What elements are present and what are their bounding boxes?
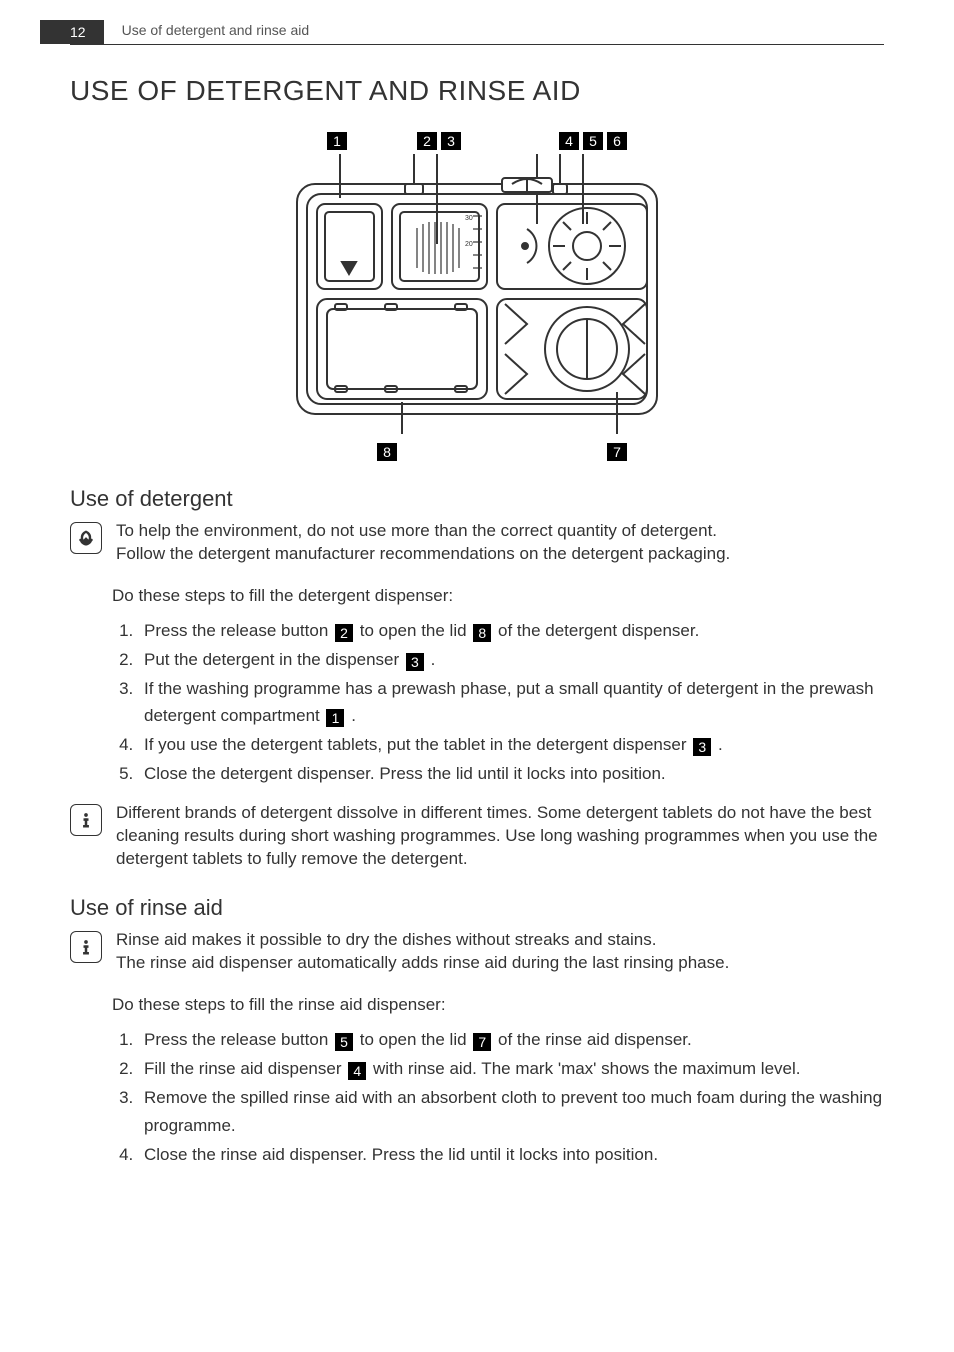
ref-7: 7 xyxy=(473,1033,491,1051)
detergent-info-text: Different brands of detergent dissolve i… xyxy=(116,802,884,871)
ref-2: 2 xyxy=(335,624,353,642)
step-text: . xyxy=(351,706,356,725)
page-number: 12 xyxy=(70,24,86,40)
eco-note-line1: To help the environment, do not use more… xyxy=(116,521,717,540)
callout-1: 1 xyxy=(327,132,347,150)
svg-text:20: 20 xyxy=(465,241,473,248)
rinse-info-note: Rinse aid makes it possible to dry the d… xyxy=(70,929,884,975)
rinse-step-2: Fill the rinse aid dispenser 4 with rins… xyxy=(138,1055,884,1082)
rinse-heading: Use of rinse aid xyxy=(70,895,884,921)
detergent-info-note: Different brands of detergent dissolve i… xyxy=(70,802,884,871)
step-text: . xyxy=(718,735,723,754)
detergent-step-1: Press the release button 2 to open the l… xyxy=(138,617,884,644)
step-text: . xyxy=(431,650,436,669)
ref-1: 1 xyxy=(326,709,344,727)
step-text: Put the detergent in the dispenser xyxy=(144,650,404,669)
page-number-tab: 12 xyxy=(40,20,104,44)
callout-5: 5 xyxy=(583,132,603,150)
diagram-callouts-top: 1 2 3 4 5 6 xyxy=(287,132,667,150)
callout-2: 2 xyxy=(417,132,437,150)
dispenser-svg: 30 20 xyxy=(287,154,667,434)
detergent-step-5: Close the detergent dispenser. Press the… xyxy=(138,760,884,787)
detergent-intro: Do these steps to fill the detergent dis… xyxy=(112,584,884,609)
ref-5: 5 xyxy=(335,1033,353,1051)
eco-note-line2: Follow the detergent manufacturer recomm… xyxy=(116,544,730,563)
callout-6: 6 xyxy=(607,132,627,150)
callout-3: 3 xyxy=(441,132,461,150)
ref-8: 8 xyxy=(473,624,491,642)
eco-note: To help the environment, do not use more… xyxy=(70,520,884,566)
step-text: Press the release button xyxy=(144,621,333,640)
page-header-title: Use of detergent and rinse aid xyxy=(104,22,310,42)
rinse-info-line2: The rinse aid dispenser automatically ad… xyxy=(116,953,729,972)
page-header: 12 Use of detergent and rinse aid xyxy=(70,20,884,45)
info-icon xyxy=(70,931,102,963)
detergent-step-2: Put the detergent in the dispenser 3 . xyxy=(138,646,884,673)
callout-7: 7 xyxy=(607,443,627,461)
step-text: Press the release button xyxy=(144,1030,333,1049)
svg-text:30: 30 xyxy=(465,215,473,222)
detergent-step-4: If you use the detergent tablets, put th… xyxy=(138,731,884,758)
info-icon xyxy=(70,804,102,836)
step-text: to open the lid xyxy=(360,621,472,640)
rinse-step-4: Close the rinse aid dispenser. Press the… xyxy=(138,1141,884,1168)
step-text: with rinse aid. The mark 'max' shows the… xyxy=(373,1059,801,1078)
page-content: USE OF DETERGENT AND RINSE AID 1 2 3 4 5… xyxy=(70,75,884,1168)
eco-icon xyxy=(70,522,102,554)
rinse-step-3: Remove the spilled rinse aid with an abs… xyxy=(138,1084,884,1138)
section-title: USE OF DETERGENT AND RINSE AID xyxy=(70,75,884,107)
rinse-info-line1: Rinse aid makes it possible to dry the d… xyxy=(116,930,657,949)
ref-4: 4 xyxy=(348,1062,366,1080)
callout-8: 8 xyxy=(377,443,397,461)
step-text: If you use the detergent tablets, put th… xyxy=(144,735,691,754)
detergent-heading: Use of detergent xyxy=(70,486,884,512)
rinse-intro: Do these steps to fill the rinse aid dis… xyxy=(112,993,884,1018)
step-text: If the washing programme has a prewash p… xyxy=(144,679,874,725)
dispenser-diagram: 1 2 3 4 5 6 xyxy=(70,132,884,461)
rinse-steps: Press the release button 5 to open the l… xyxy=(112,1026,884,1168)
callout-4: 4 xyxy=(559,132,579,150)
step-text: Fill the rinse aid dispenser xyxy=(144,1059,346,1078)
step-text: of the rinse aid dispenser. xyxy=(498,1030,692,1049)
rinse-step-1: Press the release button 5 to open the l… xyxy=(138,1026,884,1053)
diagram-callouts-bottom: 8 7 xyxy=(297,443,657,461)
ref-3: 3 xyxy=(406,653,424,671)
step-text: to open the lid xyxy=(360,1030,472,1049)
step-text: of the detergent dispenser. xyxy=(498,621,699,640)
ref-3b: 3 xyxy=(693,738,711,756)
detergent-steps: Press the release button 2 to open the l… xyxy=(112,617,884,788)
detergent-step-3: If the washing programme has a prewash p… xyxy=(138,675,884,729)
